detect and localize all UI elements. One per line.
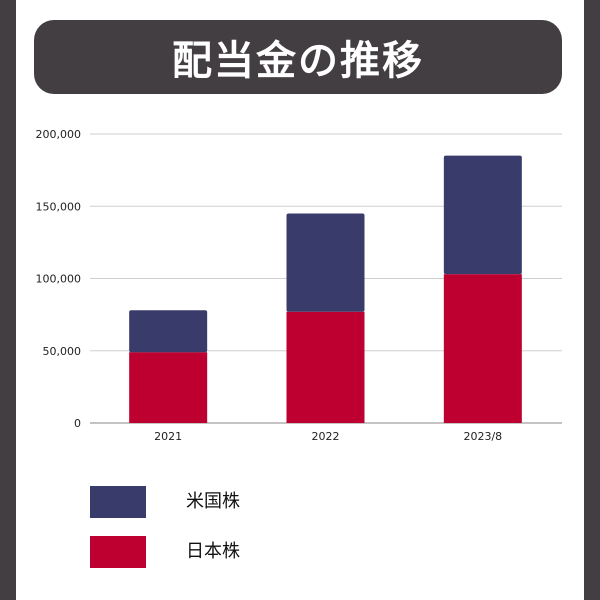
x-tick-label: 2022 [312,430,340,443]
bar-us-stocks [129,310,208,353]
y-tick-label: 100,000 [36,273,82,286]
bar-us-stocks [443,155,522,275]
legend-item-jp-stocks: 日本株 [90,536,390,572]
x-tick-label: 2023/8 [463,430,502,443]
x-tick-label: 2021 [154,430,182,443]
legend-item-us-stocks: 米国株 [90,486,390,522]
bar-us-stocks [286,213,365,312]
legend-label-jp-stocks: 日本株 [186,541,240,562]
y-tick-label: 50,000 [43,345,82,358]
bar-jp-stocks [286,311,365,423]
title-banner: 配当金の推移 [34,20,562,94]
legend-swatch-us-stocks [90,486,146,518]
bar-jp-stocks [129,352,208,423]
legend-swatch-jp-stocks [90,536,146,568]
y-tick-label: 200,000 [36,128,82,141]
chart-title: 配当金の推移 [172,38,424,84]
y-tick-label: 0 [74,417,81,430]
bar-jp-stocks [443,274,522,423]
legend-label-us-stocks: 米国株 [186,491,240,512]
y-tick-label: 150,000 [36,200,82,213]
